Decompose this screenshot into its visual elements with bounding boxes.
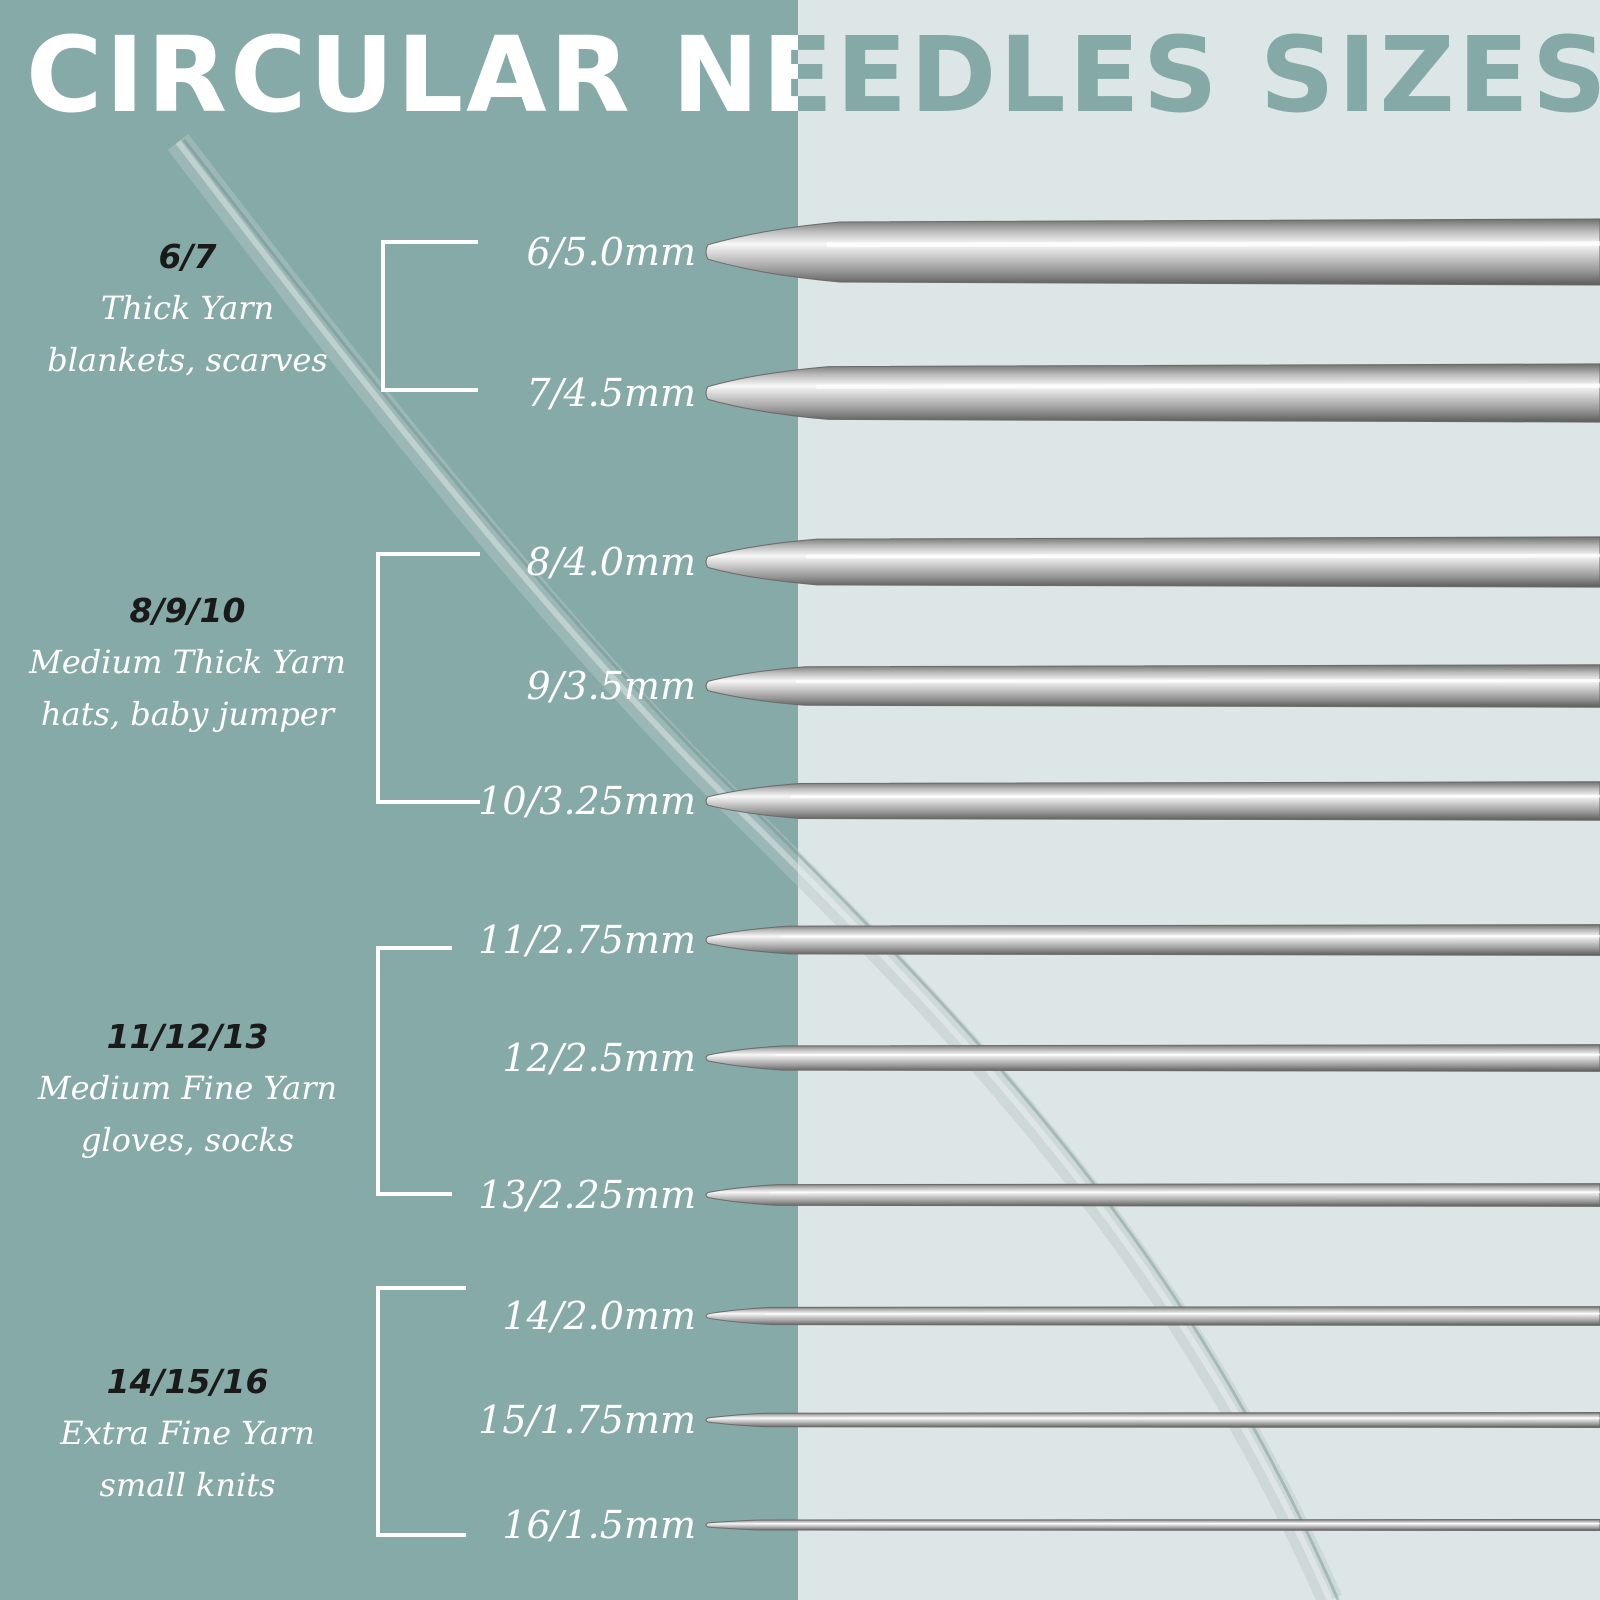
category-medium-fine: 11/12/13 Medium Fine Yarn gloves, socks xyxy=(0,1012,375,1166)
category-uses: small knits xyxy=(99,1466,276,1504)
needle-3 xyxy=(705,536,1600,588)
brackets-group xyxy=(376,240,480,1537)
bracket-3 xyxy=(376,946,452,1196)
size-label: 8/4.0mm xyxy=(526,540,696,584)
category-yarn: Medium Fine Yarn xyxy=(37,1069,338,1107)
size-label: 16/1.5mm xyxy=(502,1503,696,1547)
size-label: 12/2.5mm xyxy=(502,1036,696,1080)
title-text-left: CIRCULAR NEEDLES SIZES xyxy=(26,14,798,136)
size-label: 13/2.25mm xyxy=(478,1173,696,1217)
needle-2 xyxy=(705,363,1600,423)
page-title: CIRCULAR NEEDLES SIZES CIRCULAR NEEDLES … xyxy=(0,0,1600,150)
bracket-2 xyxy=(376,552,480,804)
category-medium-thick: 8/9/10 Medium Thick Yarn hats, baby jump… xyxy=(0,586,375,740)
size-label: 15/1.75mm xyxy=(478,1398,696,1442)
size-label: 11/2.75mm xyxy=(478,918,696,962)
title-text-right: CIRCULAR NEEDLES SIZES xyxy=(26,14,1600,136)
needle-5 xyxy=(705,781,1600,821)
category-thick: 6/7 Thick Yarn blankets, scarves xyxy=(0,232,375,386)
category-yarn: Thick Yarn xyxy=(100,289,275,327)
size-label: 14/2.0mm xyxy=(502,1294,696,1338)
category-uses: gloves, socks xyxy=(80,1121,295,1159)
bracket-1 xyxy=(381,240,478,392)
category-code: 11/12/13 xyxy=(106,1017,269,1056)
size-label: 9/3.5mm xyxy=(526,664,696,708)
category-uses: blankets, scarves xyxy=(47,341,328,379)
category-code: 8/9/10 xyxy=(129,591,246,630)
needle-4 xyxy=(705,664,1600,708)
category-extra-fine: 14/15/16 Extra Fine Yarn small knits xyxy=(0,1357,375,1511)
needle-8 xyxy=(705,1183,1600,1207)
category-yarn: Extra Fine Yarn xyxy=(60,1414,315,1452)
needle-10 xyxy=(705,1412,1600,1428)
needles-group xyxy=(705,218,1600,1532)
category-uses: hats, baby jumper xyxy=(40,695,335,733)
needle-6 xyxy=(705,924,1600,956)
category-code: 6/7 xyxy=(158,237,217,276)
needle-7 xyxy=(705,1044,1600,1072)
needle-1 xyxy=(705,218,1600,286)
size-label: 6/5.0mm xyxy=(526,230,696,274)
category-code: 14/15/16 xyxy=(106,1362,269,1401)
size-label: 10/3.25mm xyxy=(478,779,696,823)
category-yarn: Medium Thick Yarn xyxy=(29,643,346,681)
needle-9 xyxy=(705,1306,1600,1326)
size-label: 7/4.5mm xyxy=(526,371,696,415)
needle-11 xyxy=(705,1518,1600,1532)
bracket-4 xyxy=(376,1286,466,1537)
